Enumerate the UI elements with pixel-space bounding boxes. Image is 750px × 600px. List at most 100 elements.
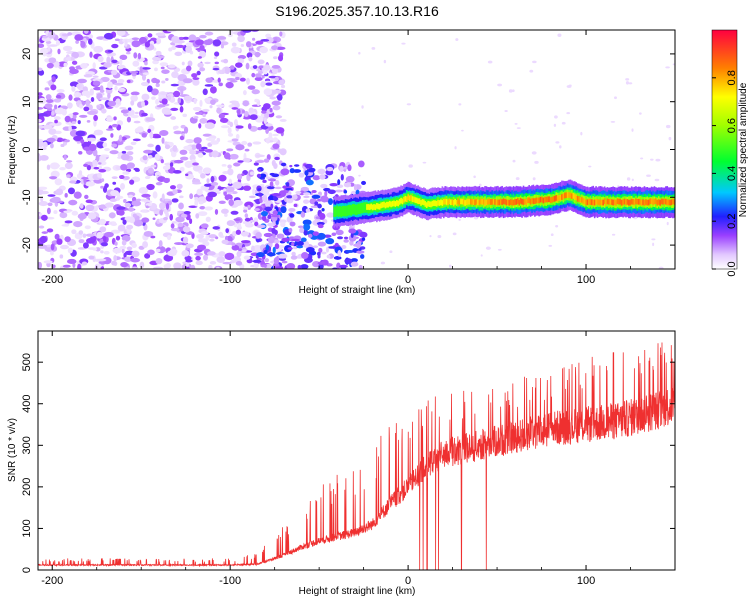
ridge-segment (640, 200, 643, 206)
spectrogram-cell (42, 35, 48, 39)
spectrogram-cell (126, 162, 135, 169)
spectrogram-cell (389, 250, 393, 254)
spectrogram-cell (208, 234, 217, 239)
spectrogram-cell (198, 123, 202, 129)
spectrogram-cell (120, 183, 125, 190)
spectrogram-cell (138, 186, 149, 194)
ridge-segment (569, 192, 572, 199)
spectrogram-cell (107, 92, 111, 99)
spectrogram-cell (289, 213, 295, 218)
spectrogram-cell (261, 110, 267, 114)
ridge-segment (559, 195, 562, 201)
spectrogram-cell (317, 224, 324, 229)
spectrogram-cell (337, 179, 341, 186)
spectrogram-cell (237, 35, 245, 43)
spectrogram-cell (65, 160, 73, 163)
spectrogram-cell (236, 251, 242, 258)
spectrogram-cell (119, 174, 125, 180)
colorbar-tick-label: 0.2 (726, 214, 738, 229)
spectrogram-cell (132, 138, 141, 142)
ridge-segment (526, 197, 529, 204)
ridge-segment (425, 202, 428, 208)
spectrogram-cell (167, 64, 176, 69)
ridge-segment (368, 204, 371, 211)
spectrogram-cell (173, 170, 182, 174)
spectrogram-cell (92, 247, 98, 251)
ridge-segment (484, 200, 486, 206)
spectrogram-cell (127, 107, 132, 111)
spectrogram-cell (195, 39, 205, 46)
spectrogram-cell (93, 166, 100, 170)
spectrogram-cell (550, 233, 554, 237)
spectrogram-cell (50, 143, 54, 149)
spectrogram-cell (241, 140, 248, 146)
spectrogram-cell (532, 60, 537, 64)
spectrogram-cell (271, 67, 279, 75)
colorbar-tick-label: 0.4 (726, 166, 738, 181)
spectrogram-cell (302, 240, 310, 248)
spectrogram-cell (154, 153, 161, 161)
spectrogram-cell (60, 143, 65, 148)
spectrogram-cell (56, 88, 65, 93)
spectrogram-cell (179, 166, 185, 172)
spectrogram-cell (255, 154, 265, 158)
spectrogram-cell (253, 208, 260, 211)
spectrogram-cell (175, 44, 186, 48)
spectrogram-cell (295, 191, 302, 195)
spectrogram-cell (512, 159, 516, 163)
spectrogram-cell (115, 235, 121, 241)
spectrogram-cell (59, 167, 66, 171)
spectrogram-cell (93, 114, 98, 122)
spectrogram-cell (188, 205, 198, 209)
ridge-segment (461, 198, 464, 205)
spectrogram-cell (123, 176, 130, 180)
ridge-segment (487, 199, 489, 205)
spectrogram-cell (141, 132, 147, 138)
ridge-segment (414, 197, 417, 203)
spectrogram-cell (117, 209, 125, 216)
ridge-segment (554, 195, 556, 202)
spectrogram-cell (233, 119, 238, 126)
ridge-segment (548, 196, 550, 203)
spectrogram-cell (264, 111, 269, 120)
spectrogram-cell (300, 264, 309, 269)
ridge-segment (340, 206, 343, 218)
ridge-segment (398, 199, 401, 205)
spectrogram-cell (480, 254, 483, 257)
x-tick-label: -100 (219, 274, 241, 286)
ridge-segment (581, 196, 583, 203)
ridge-segment (565, 192, 567, 199)
spectrogram-cell (185, 65, 192, 72)
spectrogram-cell (96, 231, 103, 239)
spectrogram-cell (111, 43, 119, 49)
spectrogram-cell (142, 155, 148, 161)
ridge-segment (357, 203, 360, 214)
spectrogram-cell (253, 162, 259, 166)
spectrogram-cell (180, 124, 186, 129)
spectrogram-cell (240, 240, 251, 244)
ridge-segment (613, 199, 616, 206)
spectrogram-cell (139, 66, 143, 74)
colorbar-ticks: 0.0 0.2 0.4 0.6 0.8 (712, 70, 738, 277)
spectrogram-cell (67, 32, 73, 36)
ridge-segment (401, 198, 404, 205)
spectrogram-cell (159, 209, 164, 216)
spectrogram-cell (164, 144, 171, 150)
spectrogram-cell (275, 127, 285, 134)
spectrogram-cell (275, 46, 286, 51)
spectrogram-cell (150, 37, 157, 42)
spectrogram-cell (214, 61, 220, 65)
spectrogram-cell (115, 98, 121, 105)
spectrogram-cell (278, 253, 288, 259)
spectrogram-cell (46, 228, 54, 233)
spectrogram-cell (139, 261, 145, 269)
spectrogram-cell (304, 163, 313, 169)
ridge-segment (655, 198, 657, 205)
spectrogram-cell (272, 133, 279, 137)
spectrogram-cell (339, 165, 344, 172)
spectrogram-cell (296, 245, 304, 249)
spectrogram-cell (264, 258, 270, 263)
colorbar-label: Normalized spectral amplitude (738, 82, 749, 217)
spectrogram-cell (196, 188, 203, 196)
spectrogram-cell (149, 131, 154, 139)
